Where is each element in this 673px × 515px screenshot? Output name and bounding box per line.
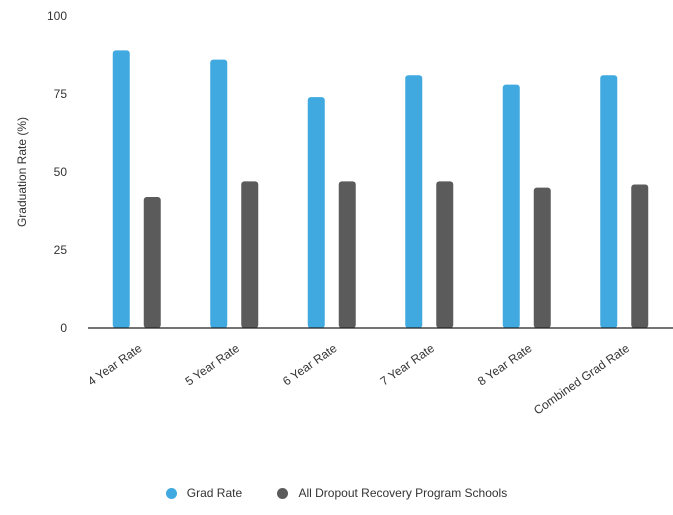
bar-grad-rate-4-year-rate: [112, 50, 130, 328]
y-tick-label-100: 100: [47, 9, 67, 23]
bar-all-dropout-recovery-program-schools-8-year-rate: [533, 187, 551, 328]
bar-grad-rate-7-year-rate: [405, 75, 423, 328]
bar-all-dropout-recovery-program-schools-5-year-rate: [241, 181, 259, 328]
bar-all-dropout-recovery-program-schools-7-year-rate: [436, 181, 454, 328]
legend-item-grad-rate: Grad Rate: [165, 486, 243, 500]
bar-all-dropout-recovery-program-schools-4-year-rate: [143, 196, 161, 328]
x-tick-label-8-year-rate: 8 Year Rate: [475, 341, 535, 389]
bar-all-dropout-recovery-program-schools-6-year-rate: [338, 181, 356, 328]
y-tick-label-50: 50: [54, 165, 68, 179]
bar-all-dropout-recovery-program-schools-combined-grad-rate: [631, 184, 649, 328]
x-tick-label-combined-grad-rate: Combined Grad Rate: [531, 341, 632, 418]
y-tick-label-0: 0: [60, 321, 67, 335]
legend-marker-dropout-recovery: [277, 487, 289, 499]
x-tick-label-6-year-rate: 6 Year Rate: [280, 341, 340, 389]
y-axis-title: Graduation Rate (%): [15, 117, 29, 227]
legend-item-dropout-recovery: All Dropout Recovery Program Schools: [277, 486, 507, 500]
y-axis-ticks: 0 25 50 75 100: [47, 9, 67, 335]
y-axis-title-group: Graduation Rate (%): [15, 117, 29, 227]
x-tick-label-5-year-rate: 5 Year Rate: [183, 341, 243, 389]
x-tick-label-7-year-rate: 7 Year Rate: [378, 341, 438, 389]
y-tick-label-25: 25: [54, 243, 68, 257]
legend: Grad Rate All Dropout Recovery Program S…: [0, 486, 673, 502]
bar-grad-rate-6-year-rate: [307, 97, 325, 329]
legend-label-grad-rate: Grad Rate: [186, 486, 243, 500]
x-axis-ticks: 4 Year Rate 5 Year Rate 6 Year Rate 7 Year …: [85, 341, 632, 418]
bar-grad-rate-8-year-rate: [502, 84, 520, 328]
bar-grad-rate-5-year-rate: [210, 59, 228, 329]
legend-label-dropout-recovery: All Dropout Recovery Program Schools: [298, 486, 508, 500]
bars: [112, 50, 649, 329]
bar-grad-rate-combined-grad-rate: [600, 75, 618, 328]
y-tick-label-75: 75: [54, 87, 68, 101]
x-tick-label-4-year-rate: 4 Year Rate: [85, 341, 145, 389]
legend-marker-grad-rate: [165, 487, 177, 499]
